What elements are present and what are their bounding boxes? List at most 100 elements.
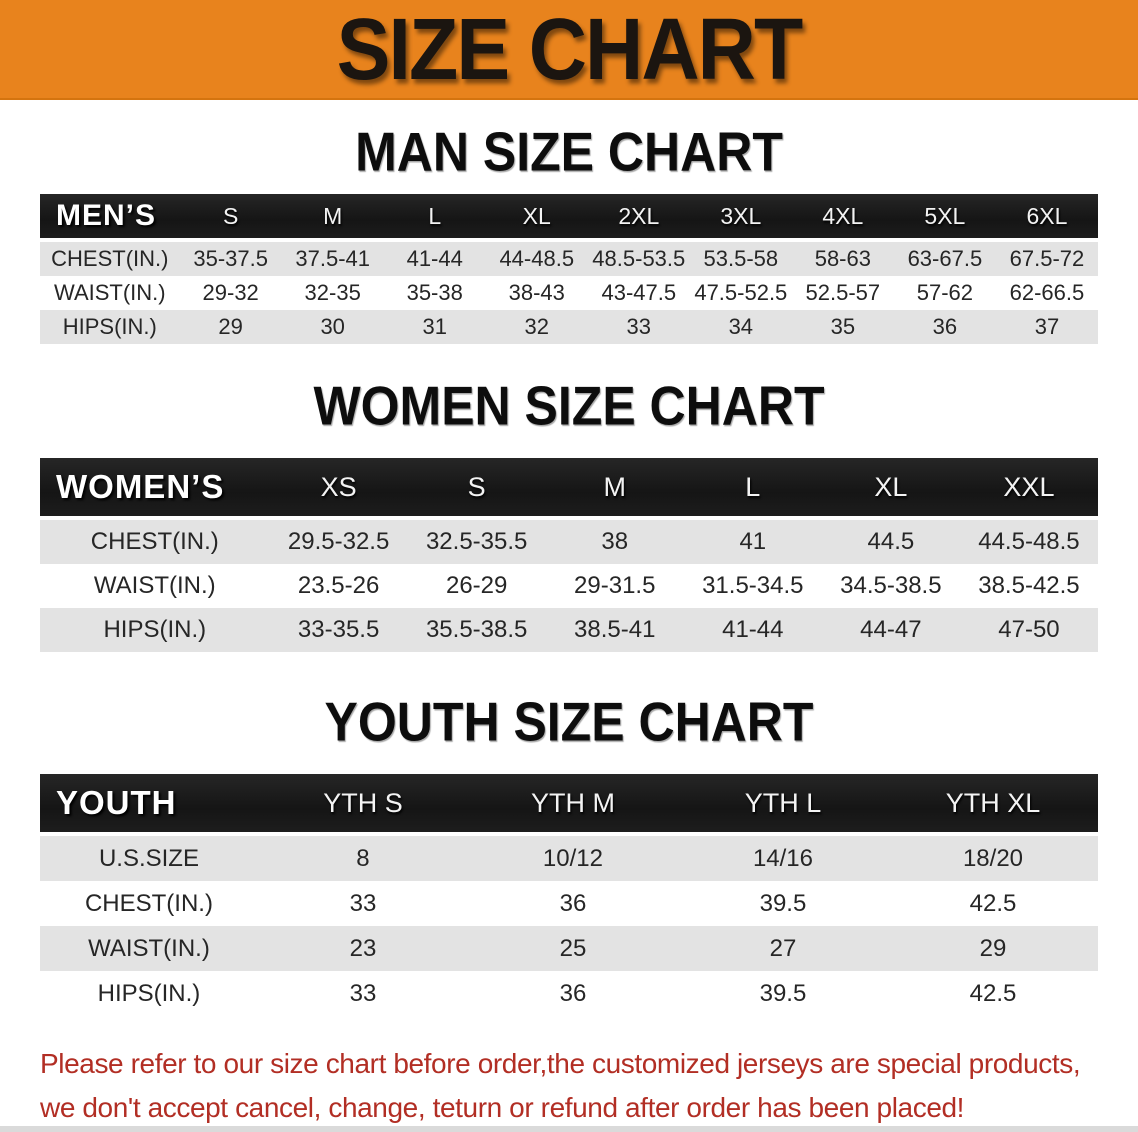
cell: 37.5-41: [281, 242, 384, 276]
cell: 30: [281, 310, 384, 344]
men-size-table: MEN’S S M L XL 2XL 3XL 4XL 5XL 6XL CHEST(IN.) 35-37…: [40, 194, 1098, 344]
cell: 33: [257, 971, 468, 1016]
table-row: U.S.SIZE 8 10/12 14/16 18/20: [40, 836, 1098, 881]
cell: 32-35: [281, 276, 384, 310]
cell: 36: [893, 310, 996, 344]
cell: 57-62: [893, 276, 996, 310]
cell: 41-44: [683, 608, 822, 652]
cell: 26-29: [407, 564, 546, 608]
cell: 29.5-32.5: [269, 520, 408, 564]
row-label: HIPS(IN.): [40, 971, 258, 1016]
cell: 31.5-34.5: [683, 564, 822, 608]
cell: 25: [467, 926, 678, 971]
cell: 38-43: [485, 276, 588, 310]
table-row: WAIST(IN.) 23 25 27 29: [40, 926, 1098, 971]
men-column-header-4: XL: [485, 194, 588, 242]
women-header-row: WOMEN’S XS S M L XL XXL: [40, 458, 1098, 520]
women-column-header-5: XL: [821, 458, 960, 520]
row-label: CHEST(IN.): [40, 520, 270, 564]
cell: 29-32: [179, 276, 282, 310]
women-column-header-6: XXL: [959, 458, 1098, 520]
youth-size-table: YOUTH YTH S YTH M YTH L YTH XL U.S.SIZE 8 10/12…: [40, 774, 1098, 1016]
cell: 41-44: [383, 242, 486, 276]
youth-column-header-2: YTH M: [467, 774, 678, 836]
table-row: HIPS(IN.) 33-35.5 35.5-38.5 38.5-41 41-44 44-…: [40, 608, 1098, 652]
cell: 48.5-53.5: [587, 242, 690, 276]
cell: 36: [467, 881, 678, 926]
cell: 42.5: [887, 881, 1098, 926]
cell: 32: [485, 310, 588, 344]
cell: 58-63: [791, 242, 894, 276]
youth-header-row: YOUTH YTH S YTH M YTH L YTH XL: [40, 774, 1098, 836]
table-row: WAIST(IN.) 23.5-26 26-29 29-31.5 31.5-34.5 34…: [40, 564, 1098, 608]
cell: 52.5-57: [791, 276, 894, 310]
cell: 32.5-35.5: [407, 520, 546, 564]
youth-column-header-3: YTH L: [677, 774, 888, 836]
cell: 62-66.5: [995, 276, 1098, 310]
cell: 44.5: [821, 520, 960, 564]
row-label: CHEST(IN.): [40, 242, 180, 276]
cell: 10/12: [467, 836, 678, 881]
cell: 8: [257, 836, 468, 881]
women-table: WOMEN’S XS S M L XL XXL CHEST(IN.) 29.5-32.5 32.5…: [40, 458, 1098, 652]
youth-column-header-1: YTH S: [257, 774, 468, 836]
size-chart-sections: MAN SIZE CHART MEN’S S M L XL 2XL 3XL 4XL 5XL 6XL C…: [0, 123, 1138, 1016]
row-label: HIPS(IN.): [40, 608, 270, 652]
men-table-title: MEN’S: [40, 194, 180, 242]
men-column-header-6: 3XL: [689, 194, 792, 242]
youth-table: YOUTH YTH S YTH M YTH L YTH XL U.S.SIZE 8 10/12…: [40, 774, 1098, 1016]
table-row: CHEST(IN.) 33 36 39.5 42.5: [40, 881, 1098, 926]
cell: 39.5: [677, 881, 888, 926]
disclaimer: Please refer to our size chart before or…: [0, 1042, 1138, 1130]
men-column-header-1: S: [179, 194, 282, 242]
cell: 34.5-38.5: [821, 564, 960, 608]
cell: 39.5: [677, 971, 888, 1016]
cell: 33: [587, 310, 690, 344]
cell: 38.5-42.5: [959, 564, 1098, 608]
table-row: WAIST(IN.) 29-32 32-35 35-38 38-43 43-47.5 47.…: [40, 276, 1098, 310]
cell: 14/16: [677, 836, 888, 881]
men-column-header-3: L: [383, 194, 486, 242]
row-label: WAIST(IN.): [40, 564, 270, 608]
cell: 44-48.5: [485, 242, 588, 276]
table-row: CHEST(IN.) 35-37.5 37.5-41 41-44 44-48.5 48.5…: [40, 242, 1098, 276]
cell: 36: [467, 971, 678, 1016]
men-column-header-9: 6XL: [995, 194, 1098, 242]
cell: 35-38: [383, 276, 486, 310]
table-row: HIPS(IN.) 33 36 39.5 42.5: [40, 971, 1098, 1016]
size-chart-banner: SIZE CHART: [0, 0, 1138, 100]
cell: 41: [683, 520, 822, 564]
men-header-row: MEN’S S M L XL 2XL 3XL 4XL 5XL 6XL: [40, 194, 1098, 242]
row-label: WAIST(IN.): [40, 926, 258, 971]
cell: 47-50: [959, 608, 1098, 652]
cell: 18/20: [887, 836, 1098, 881]
disclaimer-line-1: Please refer to our size chart before or…: [40, 1048, 1081, 1079]
banner-title: SIZE CHART: [336, 0, 804, 98]
cell: 29-31.5: [545, 564, 684, 608]
women-column-header-2: S: [407, 458, 546, 520]
cell: 33-35.5: [269, 608, 408, 652]
youth-section-heading: YOUTH SIZE CHART: [324, 691, 814, 753]
cell: 42.5: [887, 971, 1098, 1016]
youth-table-title: YOUTH: [40, 774, 258, 836]
men-column-header-5: 2XL: [587, 194, 690, 242]
women-section-heading: WOMEN SIZE CHART: [313, 375, 825, 437]
men-table: MEN’S S M L XL 2XL 3XL 4XL 5XL 6XL CHEST(IN.) 35-37…: [40, 194, 1098, 344]
row-label: U.S.SIZE: [40, 836, 258, 881]
cell: 35: [791, 310, 894, 344]
women-column-header-3: M: [545, 458, 684, 520]
cell: 35.5-38.5: [407, 608, 546, 652]
cell: 29: [179, 310, 282, 344]
cell: 53.5-58: [689, 242, 792, 276]
cell: 38.5-41: [545, 608, 684, 652]
women-column-header-1: XS: [269, 458, 408, 520]
cell: 33: [257, 881, 468, 926]
men-column-header-8: 5XL: [893, 194, 996, 242]
bottom-edge-divider: [0, 1126, 1138, 1132]
disclaimer-line-2: we don't accept cancel, change, teturn o…: [40, 1092, 965, 1123]
row-label: CHEST(IN.): [40, 881, 258, 926]
cell: 37: [995, 310, 1098, 344]
cell: 43-47.5: [587, 276, 690, 310]
row-label: HIPS(IN.): [40, 310, 180, 344]
row-label: WAIST(IN.): [40, 276, 180, 310]
